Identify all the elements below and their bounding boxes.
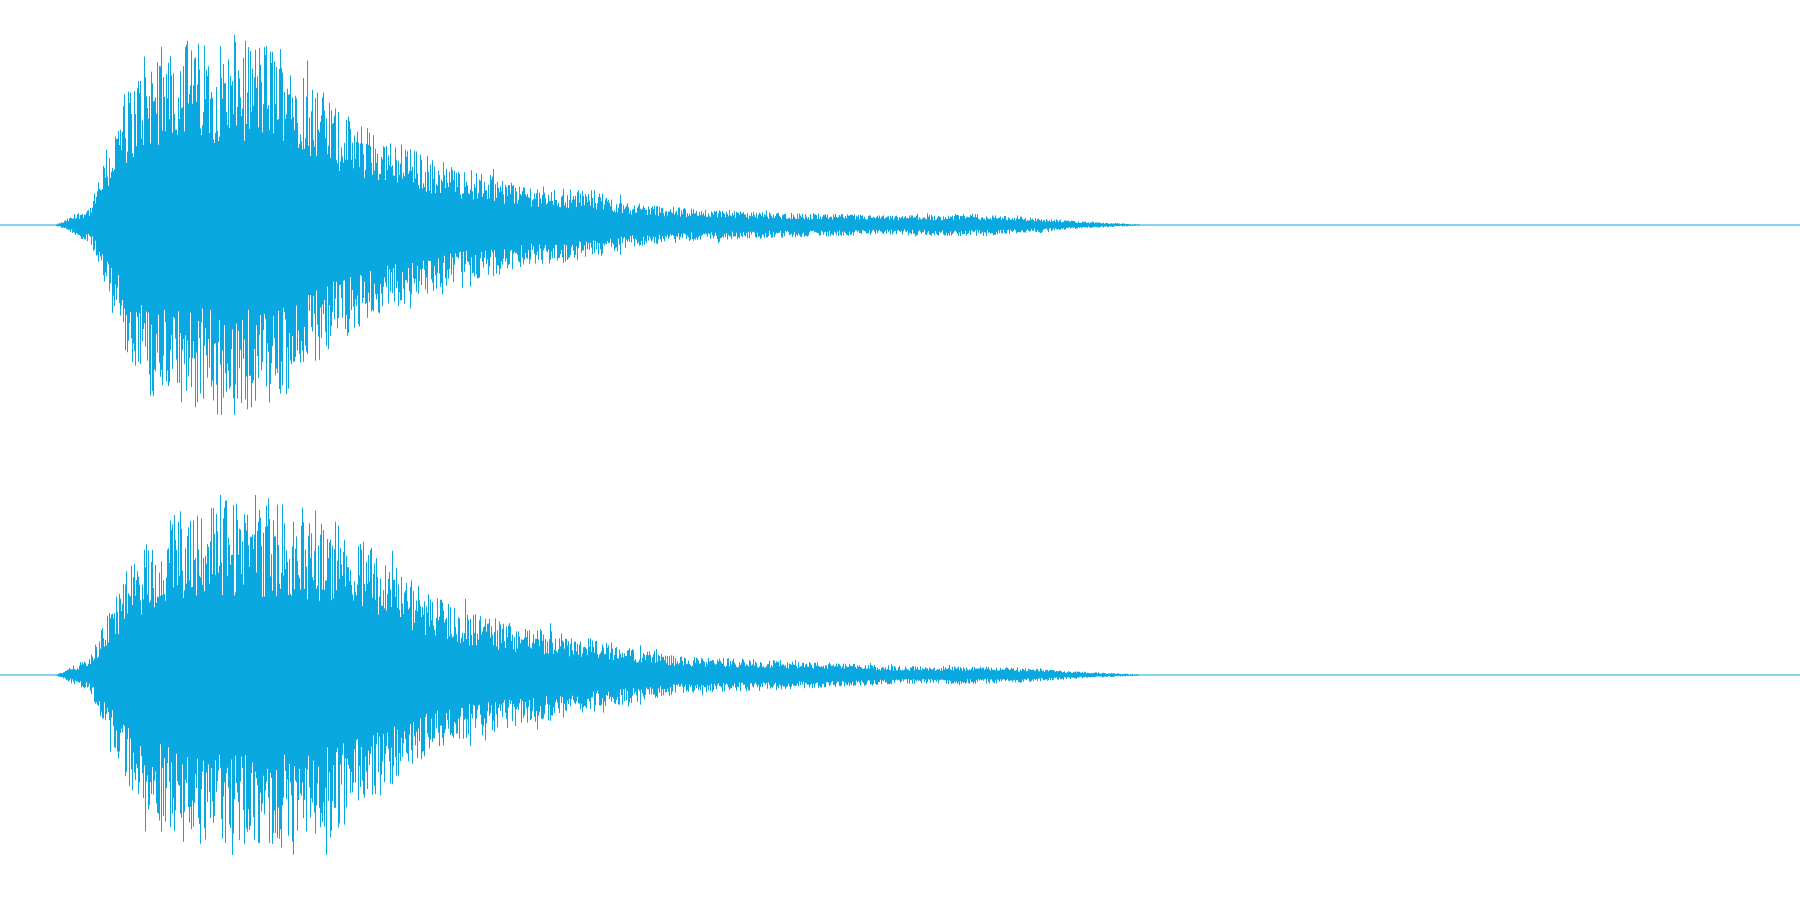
channel-1-waveform[interactable]: [0, 35, 1800, 415]
channel-2-samples: [55, 495, 1149, 855]
channel-2-waveform[interactable]: [0, 495, 1800, 855]
channel-1-samples: [55, 35, 1149, 415]
